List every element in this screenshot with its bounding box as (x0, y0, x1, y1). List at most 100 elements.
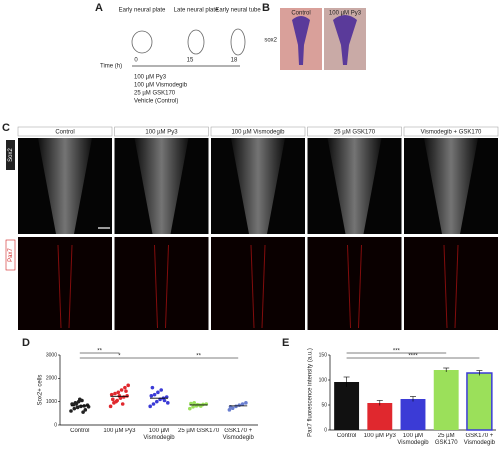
panel-letter: E (282, 337, 289, 349)
pax7-image (114, 237, 209, 330)
category-label: GSK170 + Vismodegib (463, 433, 496, 446)
y-tick-label: 100 (319, 377, 328, 383)
category-label: 25 µM GSK170 (178, 428, 220, 434)
data-point (227, 408, 232, 412)
row-label-box (6, 140, 15, 170)
panel-letter: C (2, 122, 10, 134)
data-point (122, 395, 126, 399)
data-point (155, 399, 159, 404)
treatment: Vehicle (Control) (134, 99, 178, 105)
pax7-image (404, 237, 498, 330)
time-label: Time (h) (100, 64, 122, 70)
data-point (71, 402, 75, 407)
panel-letter: A (95, 2, 103, 14)
data-point (150, 385, 155, 390)
data-point (244, 401, 248, 405)
significance-label: ** (196, 354, 201, 360)
embryo-sketches (131, 28, 246, 67)
column-label: 100 µM Py3 (329, 11, 362, 17)
data-point (151, 402, 156, 406)
category-label: 100 µM Vismodegib (143, 428, 175, 441)
data-point (116, 390, 121, 395)
pax7-signal (261, 244, 266, 329)
data-point (159, 388, 163, 392)
category-label: GSK170 + Vismodegib (223, 428, 254, 441)
significance-label: ** (97, 349, 102, 355)
category-label: Control (70, 428, 89, 434)
category-label: GSK170 + Vismodegib (463, 433, 496, 446)
neural-tube (424, 138, 478, 234)
category-label: 100 µM Vismodegib (397, 433, 429, 446)
pax7-image (211, 237, 305, 330)
data-point (191, 405, 195, 409)
y-tick-label: 150 (319, 352, 328, 358)
category-label: Control (336, 433, 357, 439)
y-axis-label: Pax7 fluorescence intensity (a.u.) (308, 348, 314, 437)
y-tick-label: 0 (324, 427, 327, 433)
row-label: Sox2 (8, 148, 14, 162)
bar (400, 399, 426, 430)
data-point (188, 406, 192, 411)
stain (333, 15, 357, 65)
data-point (162, 398, 167, 403)
data-point (148, 404, 152, 409)
data-point (240, 402, 245, 406)
row-label: Pax7 (8, 248, 14, 262)
y-tick-label: 2000 (46, 376, 57, 382)
label-box (114, 126, 209, 137)
pax7-signal (358, 244, 362, 329)
neural-tube (134, 138, 189, 234)
time-tick: 18 (231, 58, 238, 64)
data-point (119, 388, 124, 392)
category-label: 100 µM Vismodegib (397, 433, 429, 446)
column-label: Control (291, 11, 310, 17)
data-point (124, 389, 128, 393)
y-tick-label: 0 (54, 422, 57, 428)
data-point (69, 409, 73, 413)
pax7-signal (250, 244, 255, 329)
significance-label: * (118, 354, 121, 360)
significance-label: *** (393, 349, 401, 355)
neural-tube (231, 138, 285, 234)
panel-letter: B (262, 2, 270, 14)
pax7-image (307, 237, 402, 330)
category-label: Control (336, 433, 357, 439)
pax7-signal (347, 244, 351, 329)
category-label: 100 µM Vismodegib (143, 428, 175, 441)
label-box (307, 126, 402, 137)
data-point (113, 391, 117, 396)
data-point (156, 390, 160, 395)
data-point (78, 397, 82, 402)
data-point (192, 401, 196, 405)
row-label-box (5, 239, 16, 271)
bar (367, 403, 393, 430)
y-tick-label: 50 (321, 402, 327, 408)
pax7-signal (443, 244, 448, 329)
data-point (125, 394, 129, 398)
category-label: 25 µM GSK170 (178, 428, 220, 434)
data-point (237, 403, 242, 407)
pax7-signal (454, 244, 459, 329)
pax7-signal (57, 244, 62, 329)
pax7-signal (154, 244, 158, 329)
column-label: 25 µM GSK170 (334, 130, 376, 136)
neural-tube (38, 138, 92, 234)
category-label: 25 µM GSK170 (434, 433, 458, 446)
data-point (111, 397, 115, 402)
y-tick-label: 3000 (46, 352, 57, 358)
image-grid: Control 100 µM Py3 100 µM Vismodegib 25 µM … (5, 126, 499, 330)
bar (466, 372, 493, 431)
data-point (117, 394, 122, 398)
category-label: 25 µM GSK170 (434, 433, 458, 446)
data-point (109, 392, 114, 397)
panel-letter: D (22, 337, 30, 349)
stage: Early neural tube (215, 8, 261, 14)
column-label: 100 µM Py3 (145, 130, 178, 136)
category-label: 100 µM Py3 (103, 428, 136, 434)
y-tick-label: 1000 (46, 399, 57, 405)
data-point (126, 383, 130, 388)
label-box (210, 126, 306, 137)
data-point (234, 404, 238, 409)
data-point (79, 404, 83, 409)
